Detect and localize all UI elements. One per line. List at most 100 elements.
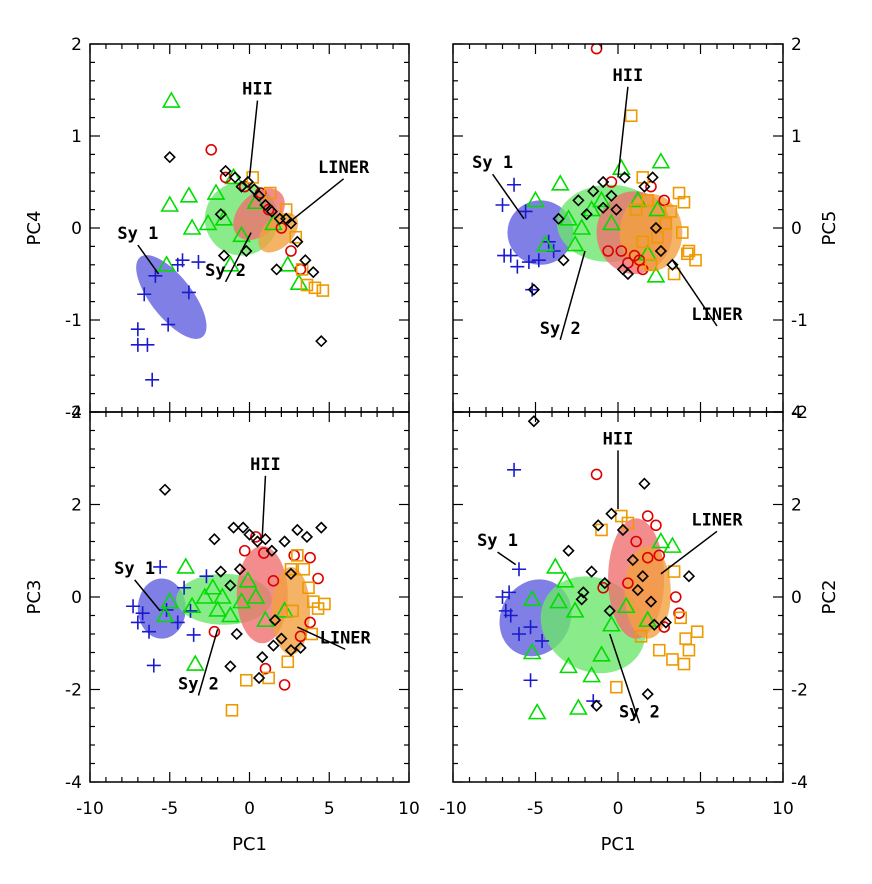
series-sy-2 <box>155 557 294 671</box>
data-point <box>297 562 311 576</box>
data-point <box>130 322 145 337</box>
data-point <box>644 258 658 272</box>
data-point <box>618 171 631 184</box>
data-point <box>680 247 694 261</box>
data-point <box>597 175 610 189</box>
data-point <box>137 287 152 302</box>
data-point <box>689 253 702 267</box>
data-point <box>641 687 654 701</box>
y-tick-label: -2 <box>65 681 82 701</box>
data-point <box>522 589 542 607</box>
ellipse-liner <box>619 193 683 272</box>
data-point <box>267 575 280 587</box>
data-point <box>597 201 610 214</box>
annotation-label: LINER <box>318 158 370 178</box>
data-point <box>316 284 330 297</box>
data-point <box>170 615 185 630</box>
data-point <box>279 203 293 216</box>
data-point <box>562 544 575 557</box>
series-other <box>163 151 328 348</box>
data-point <box>230 627 243 641</box>
data-point <box>241 175 255 189</box>
data-point <box>651 531 671 549</box>
data-point <box>634 630 648 643</box>
series-liner <box>225 549 331 717</box>
annotation-leader <box>197 629 219 696</box>
data-point <box>256 610 275 627</box>
series-sy-1 <box>130 253 206 387</box>
data-point <box>206 183 226 200</box>
y-tick-label: 2 <box>71 496 82 516</box>
data-point <box>663 536 682 553</box>
data-point <box>160 195 180 212</box>
annotation-leader <box>617 86 629 178</box>
data-point <box>232 592 251 609</box>
data-point <box>157 255 176 272</box>
data-point <box>565 234 585 252</box>
ellipse-sy1 <box>137 578 186 639</box>
data-point <box>220 605 240 623</box>
data-point <box>181 285 196 300</box>
series-other <box>158 483 328 685</box>
data-point <box>614 509 628 523</box>
data-point <box>148 268 163 283</box>
data-point <box>557 254 570 267</box>
data-point <box>658 621 671 633</box>
data-point <box>638 180 651 193</box>
data-point <box>278 535 291 548</box>
data-point <box>507 177 522 192</box>
data-point <box>512 627 526 641</box>
data-point <box>621 516 635 530</box>
data-point <box>622 577 634 589</box>
x-tick-label: 5 <box>324 799 335 819</box>
data-point <box>649 221 663 235</box>
data-point <box>577 586 590 599</box>
data-point <box>238 544 251 557</box>
data-point <box>495 198 510 212</box>
data-point <box>284 562 298 576</box>
y-tick-label: -2 <box>791 681 808 701</box>
data-point <box>250 531 262 543</box>
data-point <box>630 535 642 548</box>
series-sy-1 <box>495 462 601 709</box>
data-point <box>158 483 172 496</box>
series-sy-2 <box>522 531 682 720</box>
data-point <box>664 205 678 218</box>
data-point <box>270 263 283 276</box>
data-point <box>592 190 611 208</box>
data-point <box>146 658 161 673</box>
data-point <box>559 656 578 674</box>
data-point <box>233 563 247 576</box>
data-point <box>667 565 681 578</box>
data-point <box>203 578 223 595</box>
ellipse-liner <box>624 546 671 639</box>
data-point <box>527 283 540 296</box>
data-point <box>291 549 304 562</box>
data-point <box>284 644 298 657</box>
data-point <box>648 199 667 217</box>
data-point <box>278 679 291 691</box>
data-point <box>300 530 314 544</box>
data-point <box>246 192 266 210</box>
annotation-label: Sy 2 <box>540 319 581 339</box>
y-tick-label: -1 <box>65 311 82 331</box>
data-point <box>650 519 662 532</box>
data-point <box>299 254 312 267</box>
data-point <box>636 235 650 249</box>
data-point <box>587 185 600 198</box>
data-point <box>284 217 298 230</box>
data-point <box>126 599 141 614</box>
data-point <box>238 180 251 193</box>
data-point <box>232 225 251 243</box>
data-point <box>176 557 196 574</box>
y-tick-label: -4 <box>791 773 808 793</box>
data-point <box>646 171 659 184</box>
data-point <box>208 600 227 617</box>
y-axis-label: PC5 <box>819 211 840 246</box>
annotation-leader <box>559 250 586 341</box>
data-point <box>629 203 643 216</box>
data-point <box>653 549 666 562</box>
data-point <box>278 255 298 272</box>
data-point <box>318 597 331 611</box>
